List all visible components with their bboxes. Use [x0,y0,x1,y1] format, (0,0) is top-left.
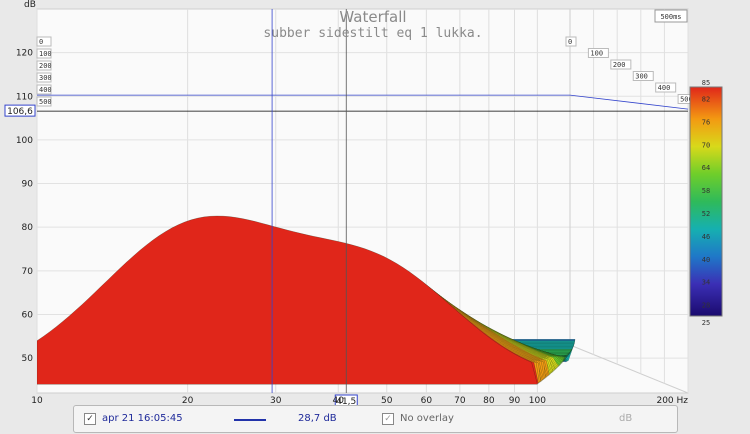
time-tick-label-left: 300 [39,74,52,82]
waterfall-slice [37,215,538,385]
time-tick-box-left [36,48,52,59]
overlay-label[interactable]: No overlay [400,413,454,424]
colorbar-tick-label: 76 [702,118,710,126]
time-tick-label-left: 0 [39,38,43,46]
floor-side-edge [569,344,689,394]
time-window-label: 500ms [660,13,681,21]
measurement-checkbox[interactable]: ✓ [84,413,96,425]
colorbar-ticks: 25 28 34 40 46 52 58 64 70 76 82 85 [702,79,710,327]
measurement-value: 28,7 dB [298,413,337,424]
time-tick-label-left: 200 [39,62,52,70]
time-tick-label-right: 0 [568,38,572,46]
cursors: 106,6 41,5 [4,9,689,407]
x-tick-label: 60 [421,396,433,406]
x-tick-label: 70 [454,396,466,406]
colorbar-tick-label: 85 [702,79,710,87]
time-tick-box-left [36,36,52,47]
time-tick-label-right: 200 [613,61,626,69]
y-tick-label: 70 [22,267,34,277]
y-tick-label: 90 [22,180,34,190]
overlay-checkbox[interactable]: ✓ [382,413,394,425]
time-window-box [654,9,688,23]
colorbar-tick-label: 82 [702,95,710,103]
time-tick-box-left [36,60,52,71]
time-tick-box-right [565,36,577,47]
time-tick-label-right: 300 [635,73,648,81]
x-tick-label: 20 [182,396,194,406]
y-tick-label: 100 [16,136,33,146]
colorbar-tick-label: 52 [702,210,710,218]
cursor-y-label-box [4,104,36,117]
y-tick-label: 50 [22,354,34,364]
cursor-time-line [37,94,689,110]
x-tick-label: 40 [333,396,345,406]
colorbar-tick-label: 28 [702,302,710,310]
time-tick-label-left: 100 [39,50,52,58]
x-tick-label: 100 [529,396,546,406]
cursor-y-label: 106,6 [7,107,33,117]
y-axis-label: dB [24,0,36,10]
time-tick-box-left [36,84,52,95]
waterfall-surface [37,215,576,385]
colorbar [689,86,723,317]
colorbar-tick-label: 58 [702,187,710,195]
x-tick-label: 10 [31,396,43,406]
colorbar-tick-label: 34 [702,279,710,287]
chart-title: Waterfall [339,8,406,26]
time-tick-box-right [587,48,609,58]
time-tick-label-right: 100 [590,50,603,58]
colorbar-tick-label: 46 [702,233,710,241]
colorbar-tick-label: 64 [702,164,710,172]
time-tick-box-right [610,59,632,70]
x-tick-label: 50 [381,396,393,406]
y-tick-label: 110 [16,92,33,102]
y-tick-label: 120 [16,49,33,59]
colorbar-tick-label: 40 [702,256,710,264]
time-tick-label-left: 500 [39,98,52,106]
measurement-line-swatch [234,419,266,421]
x-tick-label: 90 [509,396,521,406]
colorbar-tick-label: 25 [702,319,710,327]
x-tick-label: 30 [270,396,282,406]
time-tick-label-left: 400 [39,86,52,94]
y-tick-label: 60 [22,310,34,320]
y-tick-label: 80 [22,223,34,233]
measurement-label[interactable]: apr 21 16:05:45 [102,413,183,424]
time-tick-label-right: 500 [680,96,693,104]
time-tick-box-right [632,71,654,81]
legend-bar: ✓ apr 21 16:05:45 28,7 dB ✓ No overlay d… [73,405,678,433]
time-tick-box-left [36,96,52,107]
x-tick-label: 80 [483,396,495,406]
x-tick-label: 200 Hz [656,396,688,406]
cursor-x-label: 41,5 [336,397,356,407]
time-tick-label-right: 400 [658,84,671,92]
time-tick-box-right [655,82,677,93]
chart-subtitle: subber sidestilt eq 1 lukka. [263,26,482,41]
time-tick-box-left [36,72,52,83]
overlay-unit: dB [619,413,633,424]
axes: 10 20 30 40 50 60 70 80 90 100 200 Hz 50 60 70 80 90 100… [16,36,699,406]
colorbar-tick-label: 70 [702,141,710,149]
